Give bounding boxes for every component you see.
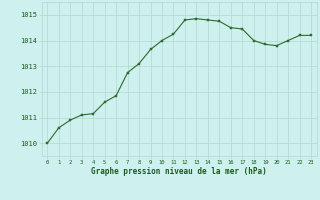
X-axis label: Graphe pression niveau de la mer (hPa): Graphe pression niveau de la mer (hPa) [91, 167, 267, 176]
